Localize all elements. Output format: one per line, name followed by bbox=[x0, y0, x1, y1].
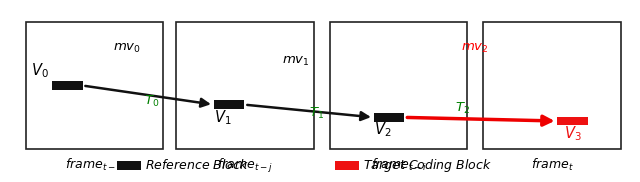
Bar bbox=[176, 22, 314, 149]
Bar bbox=[557, 117, 588, 125]
Text: $V_{3}$: $V_{3}$ bbox=[564, 124, 582, 143]
Bar bbox=[117, 161, 141, 170]
Text: $mv_{0}$: $mv_{0}$ bbox=[113, 42, 141, 55]
Text: $V_{2}$: $V_{2}$ bbox=[374, 120, 392, 139]
Text: $T_{0}$: $T_{0}$ bbox=[144, 94, 159, 108]
Bar bbox=[374, 113, 404, 122]
Text: $T_{1}$: $T_{1}$ bbox=[309, 106, 324, 121]
Text: $\it{frame}_{t}$: $\it{frame}_{t}$ bbox=[531, 157, 573, 173]
Text: $V_{0}$: $V_{0}$ bbox=[31, 62, 49, 80]
Text: $\it{Target\ Coding\ Block}$: $\it{Target\ Coding\ Block}$ bbox=[363, 157, 492, 174]
Bar bbox=[330, 22, 467, 149]
Bar bbox=[335, 161, 359, 170]
Text: $V_{1}$: $V_{1}$ bbox=[214, 108, 232, 127]
Text: $mv_{1}$: $mv_{1}$ bbox=[282, 54, 310, 68]
Bar bbox=[52, 81, 83, 90]
Text: $\it{Reference\ Block}$: $\it{Reference\ Block}$ bbox=[145, 158, 250, 172]
Text: $T_{2}$: $T_{2}$ bbox=[454, 101, 470, 116]
Bar bbox=[483, 22, 621, 149]
Bar bbox=[214, 100, 244, 109]
Text: $\it{frame}_{t-j}$: $\it{frame}_{t-j}$ bbox=[217, 157, 273, 175]
Text: $\it{frame}_{t-k}$: $\it{frame}_{t-k}$ bbox=[65, 157, 124, 173]
Text: $mv_{2}$: $mv_{2}$ bbox=[461, 42, 489, 55]
Bar bbox=[26, 22, 163, 149]
Text: $\it{frame}_{t-i}$: $\it{frame}_{t-i}$ bbox=[371, 157, 426, 173]
